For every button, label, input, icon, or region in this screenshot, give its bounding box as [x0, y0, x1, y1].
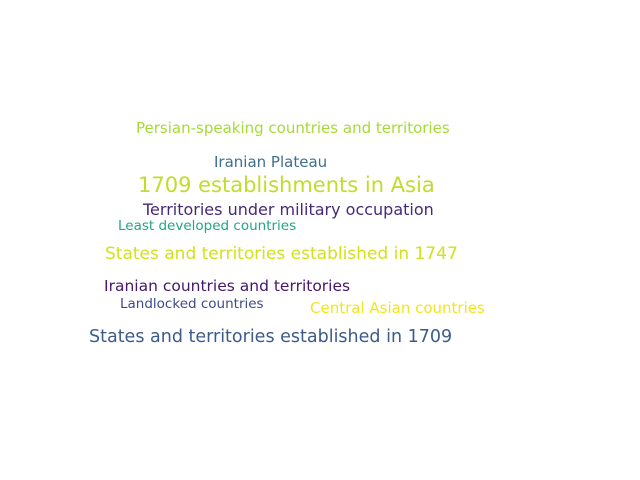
- word-iranian-countries-territories: Iranian countries and territories: [104, 277, 351, 295]
- word-states-established-1709: States and territories established in 17…: [89, 327, 453, 347]
- word-states-established-1747: States and territories established in 17…: [105, 244, 458, 264]
- word-persian-speaking-countries: Persian-speaking countries and territori…: [136, 119, 450, 137]
- word-least-developed-countries: Least developed countries: [118, 218, 297, 234]
- word-1709-establishments-asia: 1709 establishments in Asia: [138, 173, 435, 197]
- word-central-asian-countries: Central Asian countries: [310, 299, 485, 317]
- word-landlocked-countries: Landlocked countries: [120, 296, 264, 312]
- word-iranian-plateau: Iranian Plateau: [214, 153, 328, 171]
- word-territories-military-occupation: Territories under military occupation: [143, 200, 434, 219]
